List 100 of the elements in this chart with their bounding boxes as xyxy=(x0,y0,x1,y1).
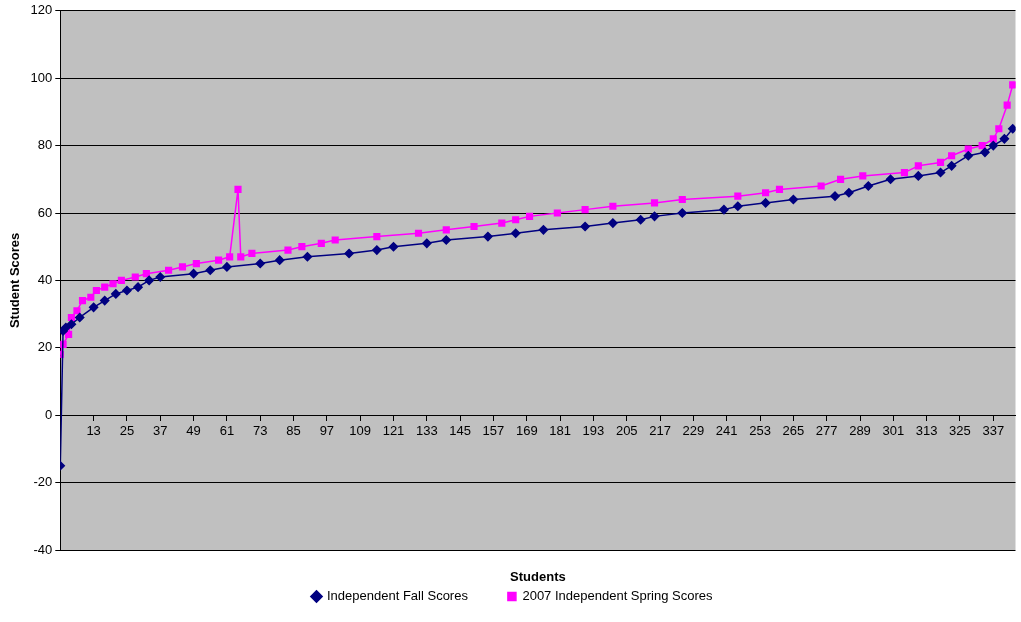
point xyxy=(844,188,854,198)
x-tick-label: 241 xyxy=(715,422,738,438)
point xyxy=(498,219,506,227)
x-tick-label: 325 xyxy=(949,422,971,438)
point xyxy=(66,319,77,329)
point xyxy=(317,239,325,247)
point xyxy=(900,168,909,177)
x-tick-label: 337 xyxy=(982,422,1005,438)
x-tick-label: 13 xyxy=(86,422,101,438)
point xyxy=(1007,124,1016,134)
x-tick-label: 313 xyxy=(915,422,938,438)
legend-label: Independent Fall Scores xyxy=(326,588,469,604)
point xyxy=(608,218,618,228)
point xyxy=(963,150,974,161)
point xyxy=(948,152,956,160)
point xyxy=(88,302,99,313)
point xyxy=(226,253,234,261)
point xyxy=(836,175,845,183)
point xyxy=(510,228,521,238)
point xyxy=(525,212,534,220)
point xyxy=(964,145,972,153)
point xyxy=(302,252,313,262)
point xyxy=(373,233,381,241)
x-tick-label: 145 xyxy=(449,422,471,438)
point xyxy=(817,182,825,190)
point xyxy=(538,225,549,235)
point xyxy=(913,171,924,181)
point xyxy=(609,202,617,210)
point xyxy=(414,229,423,237)
point xyxy=(760,198,771,208)
point xyxy=(101,283,109,291)
point xyxy=(205,265,215,276)
y-tick-label: 0 xyxy=(45,406,53,422)
x-tick-label: 61 xyxy=(219,422,235,438)
point xyxy=(441,235,452,245)
point xyxy=(512,216,520,224)
point xyxy=(165,266,173,274)
point xyxy=(178,263,187,271)
point xyxy=(67,313,75,322)
point xyxy=(142,270,150,278)
point xyxy=(388,241,399,252)
point xyxy=(442,226,450,234)
point xyxy=(372,245,382,255)
y-tick-label: 120 xyxy=(30,2,53,18)
point xyxy=(87,293,95,301)
point xyxy=(580,221,590,232)
point xyxy=(980,147,990,158)
point xyxy=(677,208,688,218)
point xyxy=(122,285,132,296)
point xyxy=(914,162,922,170)
point xyxy=(885,174,896,185)
point xyxy=(274,255,285,265)
point xyxy=(188,268,199,279)
point xyxy=(74,312,85,323)
point xyxy=(99,295,110,306)
point xyxy=(92,286,100,295)
x-tick-label: 217 xyxy=(649,422,671,438)
point xyxy=(117,276,125,284)
point xyxy=(649,211,660,222)
point xyxy=(237,253,245,261)
point xyxy=(936,158,945,167)
x-tick-label: 265 xyxy=(782,422,805,438)
point xyxy=(483,231,493,242)
x-tick-label: 277 xyxy=(815,422,838,438)
point xyxy=(331,236,339,244)
point xyxy=(155,272,165,282)
point xyxy=(988,140,999,151)
point xyxy=(678,195,686,204)
point xyxy=(131,273,139,281)
point xyxy=(978,142,986,150)
x-tick-label: 229 xyxy=(682,422,705,438)
x-tick-label: 181 xyxy=(549,422,571,438)
point xyxy=(946,161,957,171)
x-tick-label: 25 xyxy=(119,422,135,438)
point xyxy=(78,297,87,305)
y-tick-label: 60 xyxy=(37,204,53,220)
point xyxy=(1003,101,1011,109)
point xyxy=(788,194,799,205)
point xyxy=(73,307,81,315)
point xyxy=(214,256,223,264)
point xyxy=(775,185,784,193)
point xyxy=(192,259,200,268)
point xyxy=(830,191,840,201)
point xyxy=(553,209,561,217)
point xyxy=(1009,81,1016,89)
x-tick-label: 85 xyxy=(286,422,301,438)
point xyxy=(863,181,874,191)
point xyxy=(999,134,1010,144)
point xyxy=(581,206,589,214)
x-tick-label: 97 xyxy=(319,422,335,438)
point xyxy=(995,125,1003,133)
x-tick-label: 73 xyxy=(252,422,268,438)
x-axis-title: Students xyxy=(510,568,566,584)
point xyxy=(109,280,117,288)
point xyxy=(762,189,770,197)
x-tick-label: 133 xyxy=(415,422,438,438)
y-tick-label: -40 xyxy=(33,541,53,557)
y-tick-label: 100 xyxy=(30,69,53,85)
point xyxy=(222,262,232,272)
y-axis-title: Student Scores xyxy=(7,232,23,329)
